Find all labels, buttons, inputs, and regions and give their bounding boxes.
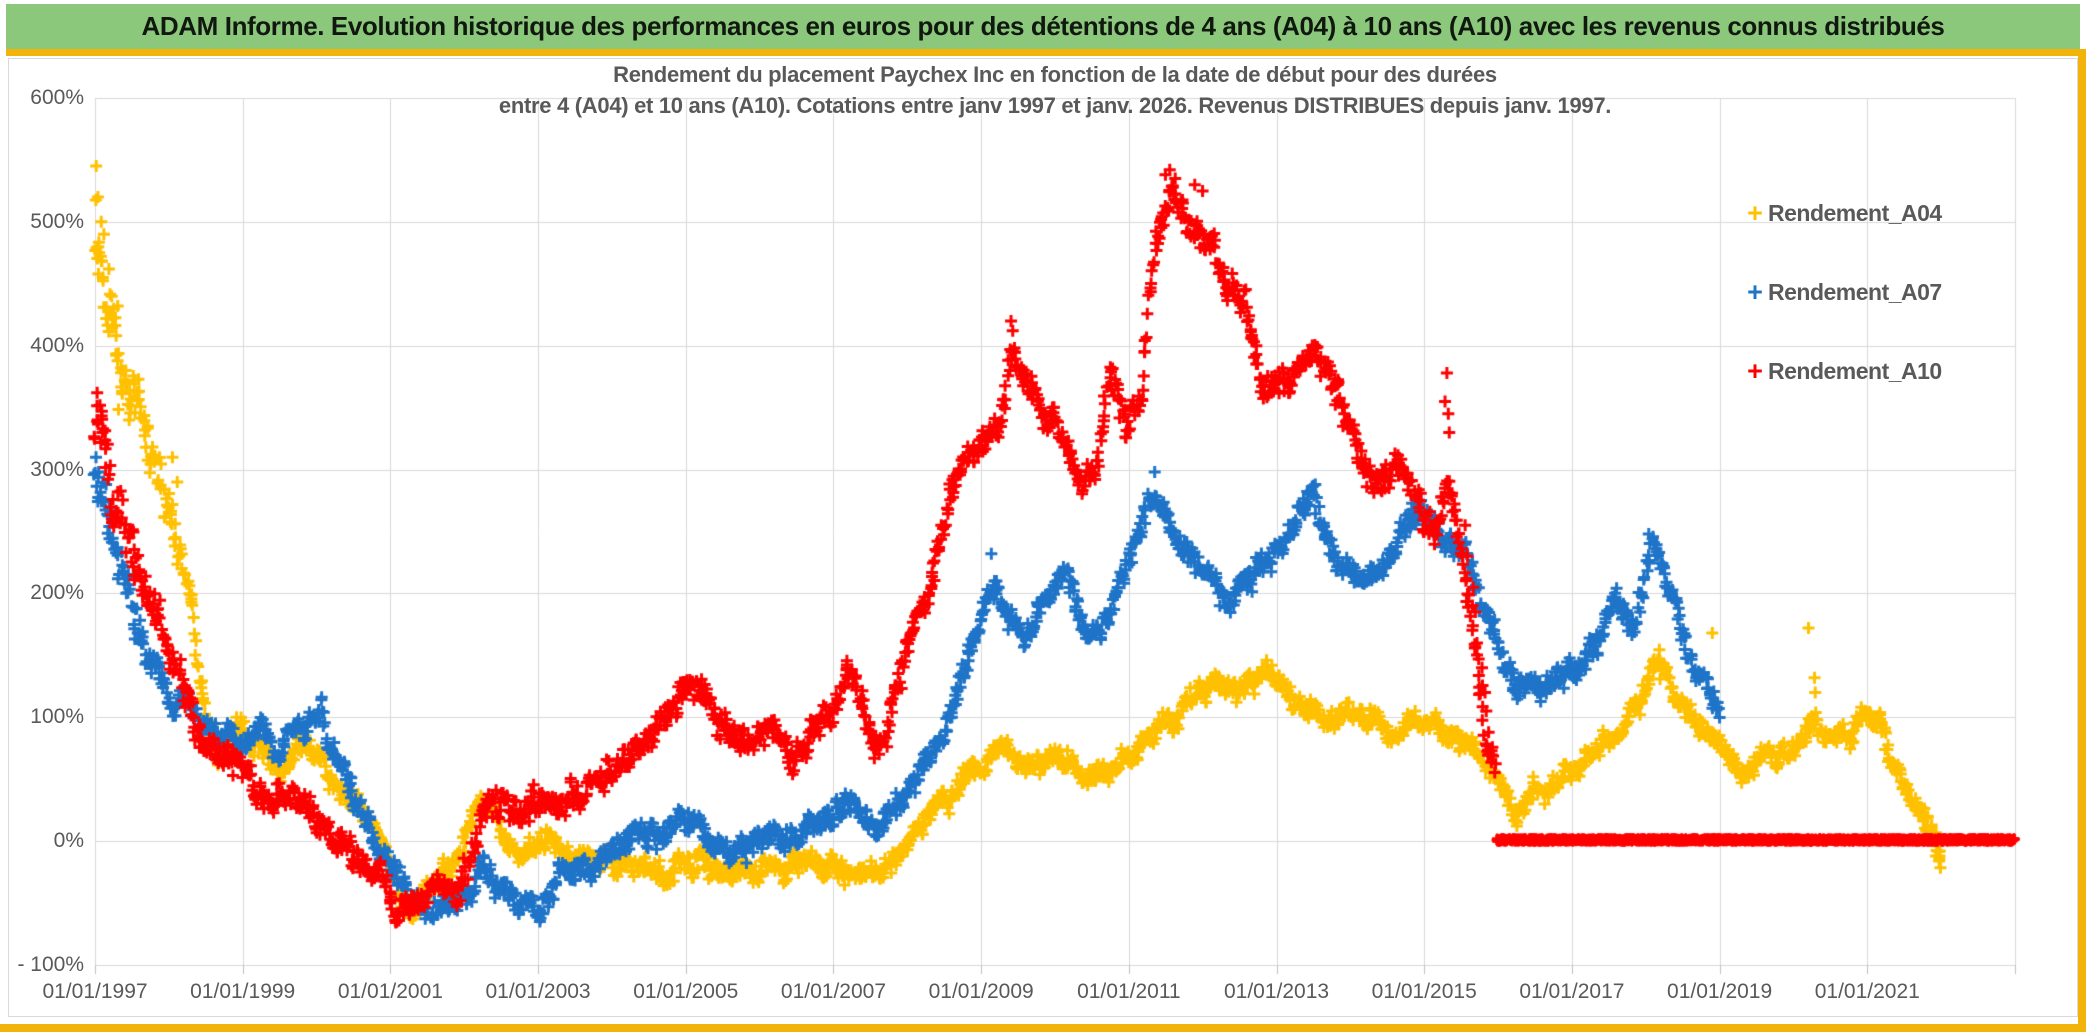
legend-label: Rendement_A10 bbox=[1768, 357, 1942, 384]
plus-marker-icon: + bbox=[1747, 277, 1763, 307]
plus-marker-icon: + bbox=[1747, 198, 1763, 228]
legend-item-rendement-a10[interactable]: + Rendement_A10 bbox=[1742, 354, 1942, 388]
legend-item-rendement-a04[interactable]: + Rendement_A04 bbox=[1742, 196, 1942, 230]
legend: + Rendement_A04 + Rendement_A07 + Rendem… bbox=[1742, 196, 1942, 433]
legend-label: Rendement_A04 bbox=[1768, 199, 1942, 226]
chart-title-line1: Rendement du placement Paychex Inc en fo… bbox=[613, 62, 1497, 87]
legend-item-rendement-a07[interactable]: + Rendement_A07 bbox=[1742, 275, 1942, 309]
legend-label: Rendement_A07 bbox=[1768, 278, 1942, 305]
plus-marker-icon: + bbox=[1747, 356, 1763, 386]
chart-title-line2: entre 4 (A04) et 10 ans (A10). Cotations… bbox=[498, 93, 1612, 118]
